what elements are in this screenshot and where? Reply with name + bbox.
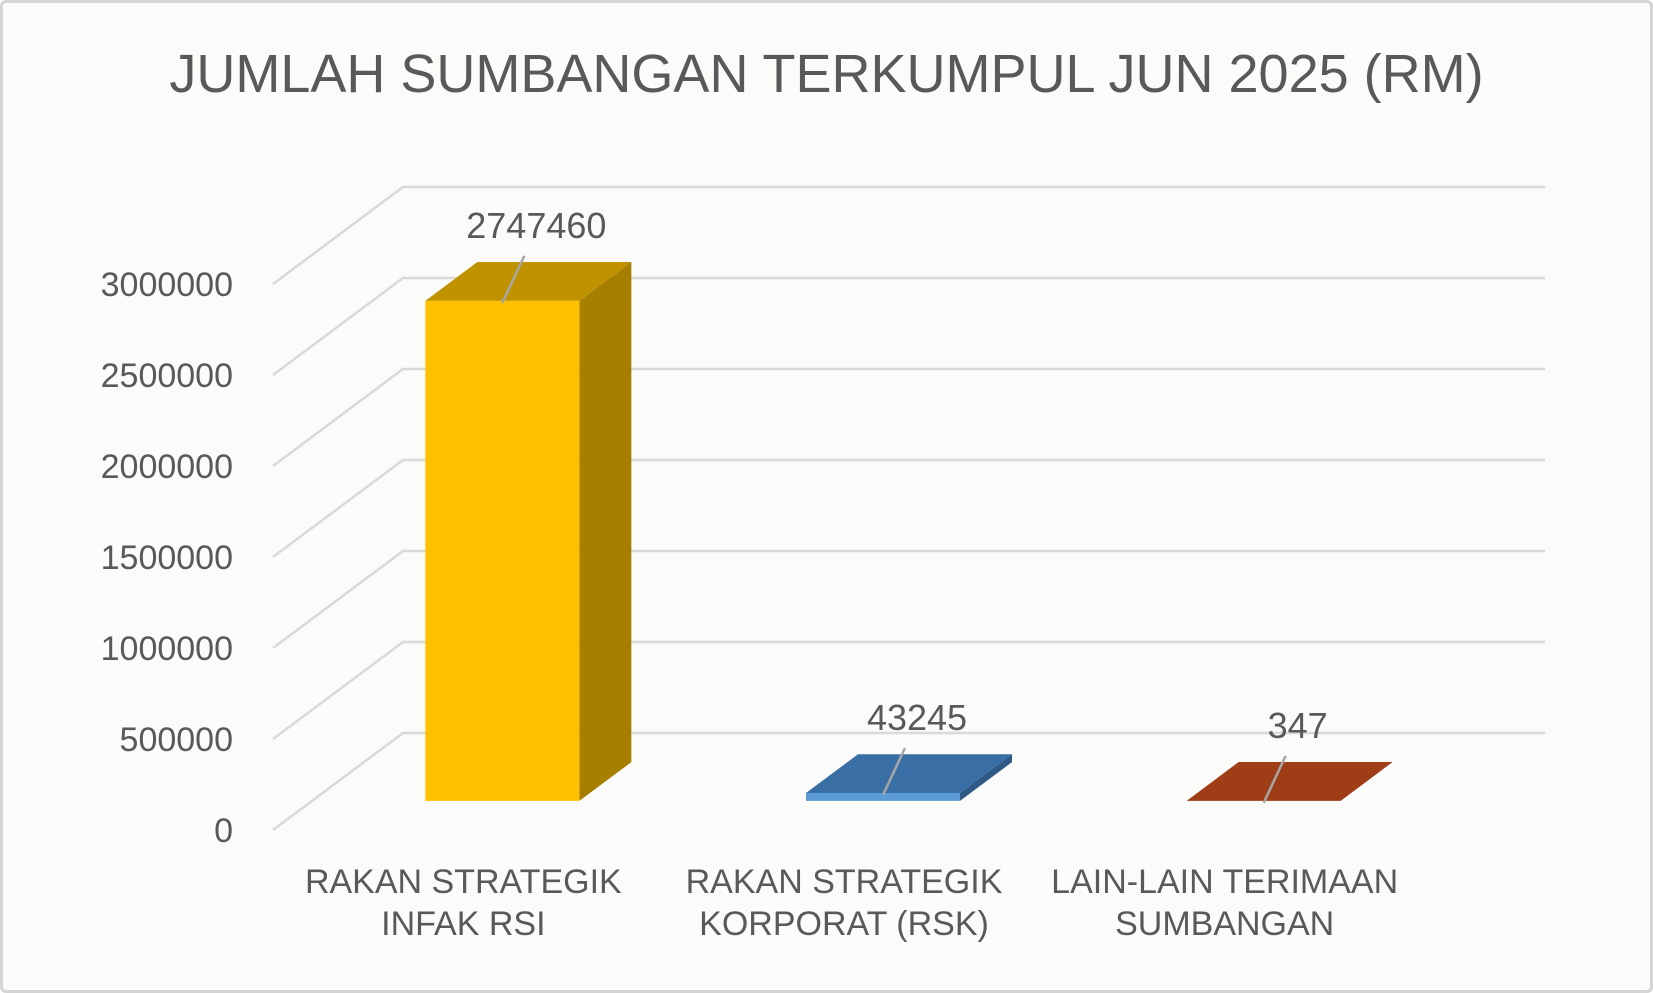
category-label: INFAK RSI — [381, 905, 545, 943]
category-label: SUMBANGAN — [1115, 905, 1334, 943]
bar-top-face — [425, 262, 632, 301]
y-axis-tick-label: 1500000 — [101, 539, 233, 577]
chart-title: JUMLAH SUMBANGAN TERKUMPUL JUN 2025 (RM) — [169, 44, 1484, 104]
y-axis-tick-label: 2000000 — [101, 448, 233, 486]
gridline — [272, 458, 1545, 559]
y-axis-tick-label: 500000 — [120, 721, 233, 759]
bar-front-face — [425, 300, 580, 801]
bar-0 — [425, 262, 632, 801]
bar-top-face — [1186, 762, 1393, 801]
gridline — [272, 731, 1545, 832]
data-label: 2747460 — [466, 205, 606, 246]
data-label: 43245 — [867, 697, 967, 738]
gridline — [272, 185, 1545, 286]
data-label-leader-line — [501, 255, 526, 304]
bar-chart-3d: 0 500000 1000000 1500000 2000000 2500000 30000… — [101, 185, 1545, 943]
y-axis-tick-label: 3000000 — [101, 266, 233, 304]
y-axis-tick-label: 1000000 — [101, 630, 233, 668]
category-label: LAIN-LAIN TERIMAAN — [1051, 863, 1398, 901]
data-label-leader-line — [1262, 755, 1287, 804]
category-label: KORPORAT (RSK) — [699, 905, 989, 943]
y-axis-tick-label: 0 — [214, 812, 233, 850]
category-label: RAKAN STRATEGIK — [686, 863, 1003, 901]
bar-2 — [1186, 762, 1393, 801]
bar-1 — [806, 754, 1012, 801]
data-label: 347 — [1268, 705, 1328, 746]
category-label: RAKAN STRATEGIK — [305, 863, 622, 901]
y-axis-tick-label: 2500000 — [101, 357, 233, 395]
bar-side-face — [960, 754, 1012, 801]
bar-front-face — [806, 793, 960, 801]
bar-side-face — [579, 262, 632, 801]
gridline — [272, 276, 1545, 377]
gridline — [272, 640, 1545, 741]
data-label-leader-line — [881, 747, 907, 796]
gridline — [272, 367, 1545, 468]
bar-top-face — [806, 754, 1012, 794]
gridline — [272, 549, 1545, 650]
